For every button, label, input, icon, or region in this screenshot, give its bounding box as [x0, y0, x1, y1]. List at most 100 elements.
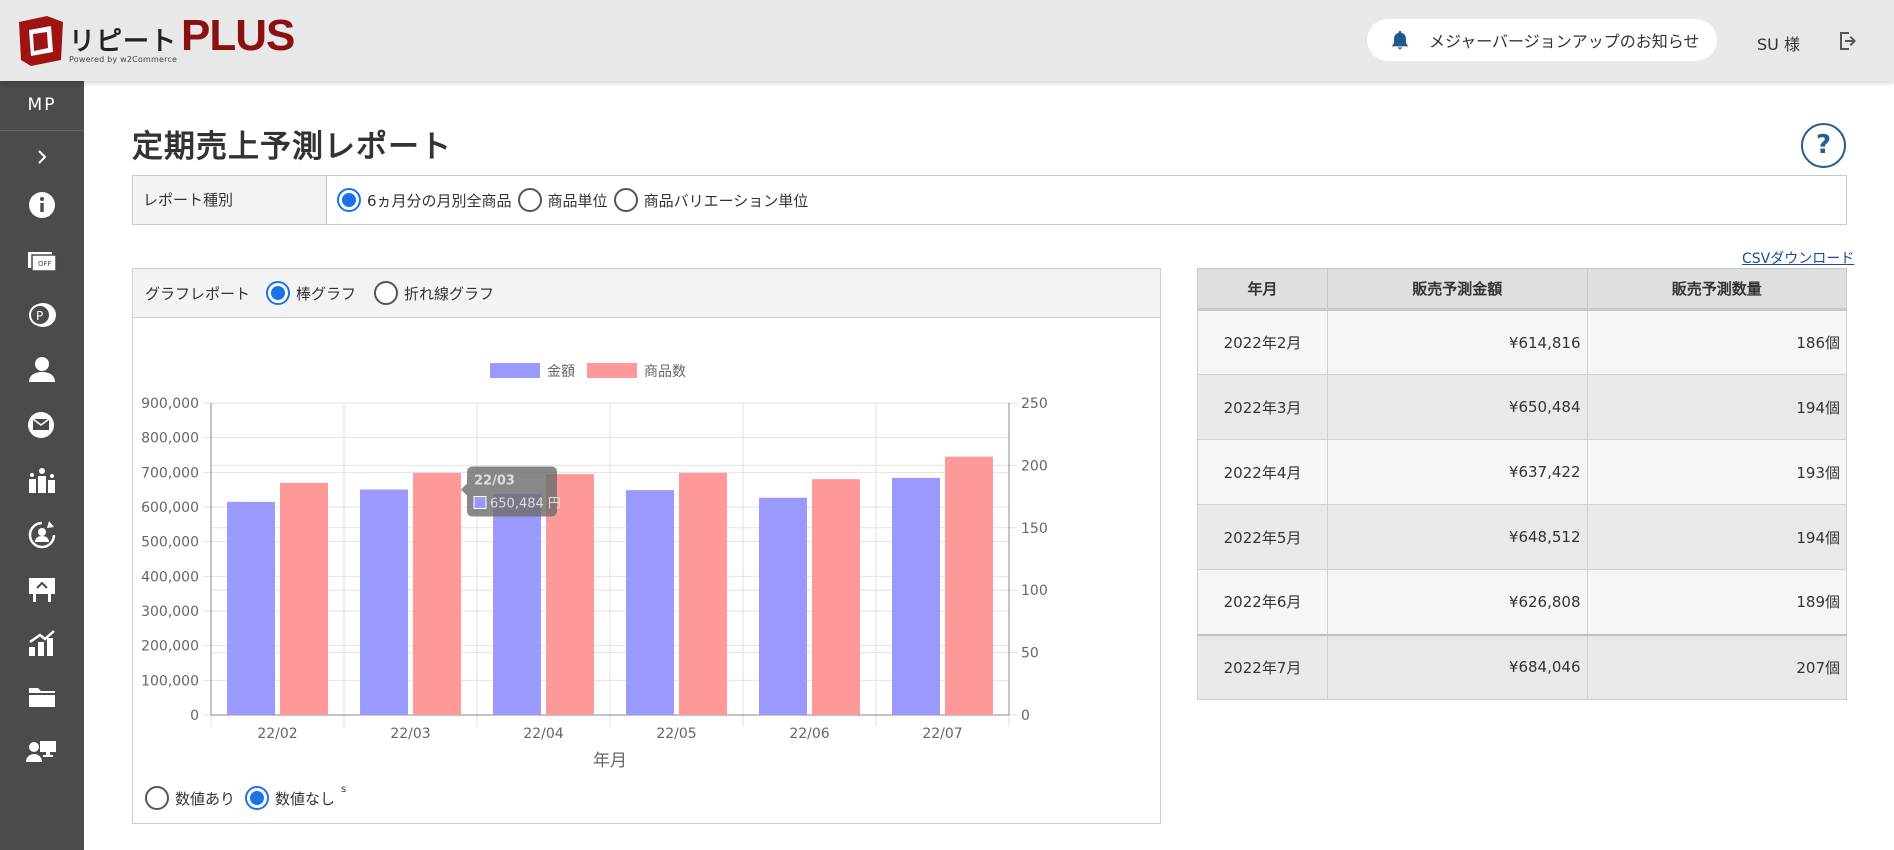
notice-button[interactable]: メジャーバージョンアップのお知らせ: [1367, 19, 1717, 61]
sidebar-title[interactable]: MP: [0, 81, 84, 131]
help-button[interactable]: ?: [1801, 123, 1846, 168]
chart-option-line-label: 折れ線グラフ: [404, 284, 495, 303]
bar-amount: [227, 501, 275, 715]
mail-icon: [28, 412, 54, 438]
logout-icon[interactable]: [1836, 29, 1860, 53]
admin-icon: [26, 741, 56, 762]
table-cell-amount: ¥648,512: [1327, 504, 1588, 570]
table-cell-quantity: 189個: [1586, 569, 1847, 635]
legend-label-amount: 金額: [547, 364, 575, 380]
sidebar-item-mail[interactable]: [0, 405, 84, 445]
report-option-monthly[interactable]: 6ヵ月分の月別全商品: [337, 188, 512, 212]
y-tick-label-left: 700,000: [141, 465, 199, 481]
y-tick-label-left: 600,000: [141, 500, 199, 516]
bar-quantity: [945, 456, 993, 715]
sidebar-item-refresh-user[interactable]: [0, 515, 84, 555]
bar-chart: 0 100,000 200,000 300,000 400,000 500,000 600,…: [141, 363, 1048, 771]
x-tick-label: 22/07: [922, 726, 962, 742]
value-option-sup: s: [341, 783, 347, 795]
chart-option-bar-label: 棒グラフ: [296, 284, 357, 303]
chart-option-line[interactable]: 折れ線グラフ: [374, 281, 494, 305]
table-row: 2022年2月 ¥614,816 186個: [1197, 308, 1847, 375]
chart-type-label: グラフレポート: [145, 284, 251, 303]
svg-text:OFF: OFF: [38, 260, 52, 268]
sidebar-item-signboard[interactable]: [0, 569, 84, 609]
report-type-options: 6ヵ月分の月別全商品 商品単位 商品バリエーション単位: [327, 176, 814, 224]
sidebar-toggle[interactable]: [0, 137, 84, 177]
x-tick-label: 22/02: [257, 726, 297, 742]
chevron-right-icon: [38, 150, 47, 164]
radio-selected[interactable]: [245, 786, 270, 810]
y-tick-label-left: 200,000: [141, 639, 199, 655]
bar-amount: [360, 489, 408, 715]
campaign-icon: [29, 468, 55, 493]
y-tick-label-left: 400,000: [141, 569, 199, 585]
sidebar-item-point[interactable]: P: [0, 295, 84, 335]
bar-quantity: [679, 472, 727, 715]
chart-panel-header: グラフレポート 棒グラフ 折れ線グラフ: [133, 269, 1160, 318]
report-option-product[interactable]: 商品単位: [517, 188, 608, 212]
refresh-user-icon: [28, 521, 56, 549]
report-option-variation[interactable]: 商品バリエーション単位: [613, 188, 809, 212]
signboard-icon: [29, 578, 55, 602]
radio-unselected[interactable]: [613, 188, 638, 212]
bar-amount: [759, 497, 807, 715]
table-row: 2022年6月 ¥626,808 189個: [1197, 569, 1847, 635]
table-row: 2022年4月 ¥637,422 193個: [1197, 439, 1847, 505]
table-cell-month: 2022年7月: [1197, 633, 1328, 700]
folder-icon: [29, 688, 55, 707]
table-header-amount[interactable]: 販売予測金額: [1327, 268, 1588, 310]
svg-text:P: P: [36, 309, 43, 323]
logo-mark-icon: [17, 16, 65, 66]
sidebar-item-admin[interactable]: [0, 731, 84, 771]
sidebar-item-campaign[interactable]: [0, 461, 84, 501]
report-option-variation-label: 商品バリエーション単位: [643, 191, 809, 210]
user-name[interactable]: SU 様: [1757, 35, 1800, 54]
chart-option-bar[interactable]: 棒グラフ: [266, 281, 356, 305]
sidebar: MP OFF P: [0, 81, 84, 850]
tooltip-box: [467, 466, 557, 517]
sidebar-item-user[interactable]: [0, 349, 84, 389]
sidebar-item-info[interactable]: [0, 185, 84, 225]
table-cell-month: 2022年3月: [1197, 374, 1328, 440]
sidebar-item-coupon[interactable]: OFF: [0, 241, 84, 281]
table-cell-amount: ¥650,484: [1327, 374, 1588, 440]
value-option-show[interactable]: 数値あり: [145, 786, 235, 810]
sidebar-item-report[interactable]: [0, 623, 84, 663]
table-header-quantity[interactable]: 販売予測数量: [1586, 268, 1847, 310]
radio-selected[interactable]: [266, 281, 291, 305]
table-cell-month: 2022年2月: [1197, 308, 1328, 375]
y-tick-label-left: 800,000: [141, 431, 199, 447]
value-option-show-label: 数値あり: [175, 789, 236, 808]
table-cell-month: 2022年6月: [1197, 569, 1328, 635]
table-cell-quantity: 194個: [1586, 374, 1847, 440]
table-row: 2022年3月 ¥650,484 194個: [1197, 374, 1847, 440]
notice-text: メジャーバージョンアップのお知らせ: [1429, 32, 1700, 51]
y-tick-label-left: 300,000: [141, 604, 199, 620]
report-type-label: レポート種別: [133, 176, 327, 224]
legend-swatch-amount: [490, 363, 540, 378]
app-header: リピート PLUS Powered by w2Commerce メジャーバージョ…: [0, 0, 1894, 81]
y-tick-label-right: 100: [1021, 583, 1048, 599]
table-cell-amount: ¥684,046: [1327, 633, 1588, 700]
report-option-monthly-label: 6ヵ月分の月別全商品: [367, 191, 512, 210]
radio-unselected[interactable]: [145, 786, 169, 810]
table-header-month[interactable]: 年月: [1197, 268, 1328, 310]
table-row: 2022年5月 ¥648,512 194個: [1197, 504, 1847, 570]
y-tick-label-left: 0: [190, 708, 199, 724]
csv-download-link[interactable]: CSVダウンロード: [1742, 251, 1855, 267]
sidebar-item-folder[interactable]: [0, 677, 84, 717]
radio-selected[interactable]: [337, 188, 361, 212]
app-logo[interactable]: リピート PLUS Powered by w2Commerce: [17, 14, 295, 66]
table-cell-month: 2022年5月: [1197, 504, 1328, 570]
radio-unselected[interactable]: [517, 188, 542, 212]
bar-amount: [493, 494, 541, 715]
table-cell-amount: ¥626,808: [1327, 569, 1588, 635]
x-tick-label: 22/04: [523, 726, 563, 742]
bar-quantity: [413, 472, 461, 715]
value-option-hide[interactable]: 数値なし: [245, 786, 335, 810]
radio-unselected[interactable]: [374, 281, 399, 305]
report-icon: [29, 630, 55, 656]
value-option-hide-label: 数値なし: [275, 789, 336, 808]
legend-label-quantity: 商品数: [644, 364, 686, 380]
